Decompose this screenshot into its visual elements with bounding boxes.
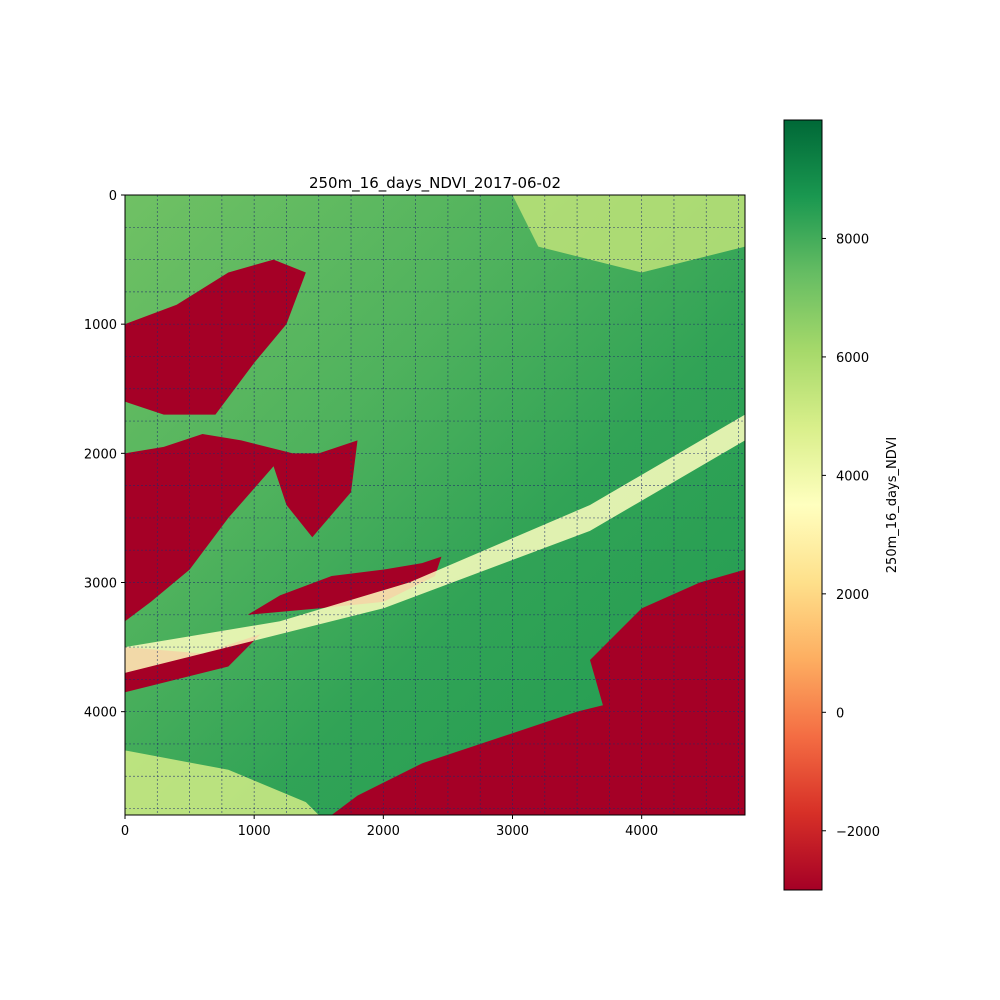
region-water-ocean [331,569,745,815]
colorbar-label: 250m_16_days_NDVI [885,437,900,573]
colorbar-tick-label: 4000 [836,469,869,484]
region-lower-left-pale [125,750,319,815]
y-tick-label: 0 [109,189,117,204]
colorbar-tick-label: −2000 [836,825,880,840]
chart-title: 250m_16_days_NDVI_2017-06-02 [309,174,561,193]
colorbar [783,119,823,891]
region-water-center-left [125,433,358,622]
y-tick-label: 4000 [84,706,117,721]
region-upper-right-pale [512,195,745,273]
x-tick-label: 0 [121,824,129,839]
region-water-lower-left [125,634,261,693]
plot-frame [124,194,746,816]
x-tick-label: 1000 [238,824,271,839]
region-water-upper-left [125,259,306,415]
x-tick-label: 2000 [367,824,400,839]
y-axis: 0 1000 2000 3000 4000 [84,189,125,721]
plot-area [125,195,745,815]
colorbar-axis: −2000 0 2000 4000 6000 8000 [822,232,880,840]
x-tick-label: 4000 [625,824,658,839]
y-tick-label: 1000 [84,318,117,333]
y-tick-label: 3000 [84,577,117,592]
colorbar-tick-label: 0 [836,706,844,721]
y-tick-label: 2000 [84,447,117,462]
colorbar-tick-label: 6000 [836,351,869,366]
grid-layer [125,195,745,815]
x-tick-label: 3000 [496,824,529,839]
region-water-center-island [247,556,442,615]
colorbar-tick-label: 8000 [836,232,869,247]
colorbar-tick-label: 2000 [836,588,869,603]
x-axis: 0 1000 2000 3000 4000 [121,815,658,839]
